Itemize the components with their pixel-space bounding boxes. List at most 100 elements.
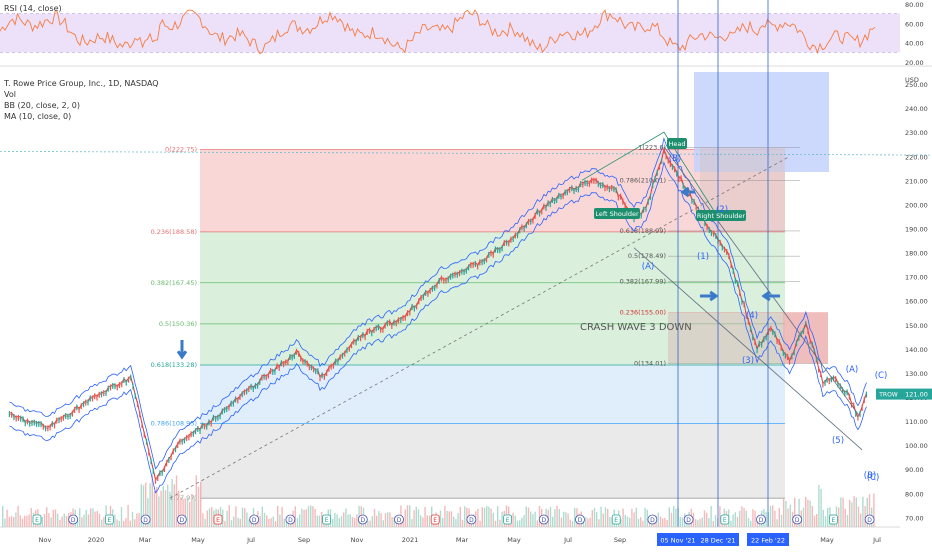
head-label: Head: [669, 140, 686, 148]
volume-bar: [514, 515, 516, 527]
fib-left-label-2: 0.382(167.45): [151, 279, 197, 287]
volume-bar: [516, 520, 519, 527]
volume-bar: [523, 515, 525, 527]
fib-right-label-2: 0.618(188.99): [620, 227, 666, 235]
volume-bar: [338, 518, 340, 527]
volume-bar: [798, 498, 800, 527]
left-arrow: [761, 290, 780, 302]
volume-bar: [367, 520, 369, 527]
volume-bar: [140, 484, 142, 527]
volume-bar: [371, 516, 373, 527]
earnings-marker-14: D: [538, 514, 549, 525]
volume-bar: [4, 518, 6, 527]
volume-bar: [675, 508, 677, 527]
earnings-box: [720, 514, 730, 525]
highlighted-date-box-2: [747, 533, 789, 546]
volume-bar: [446, 510, 448, 527]
volume-bar: [197, 486, 200, 527]
down-arrow: [176, 340, 188, 360]
volume-bar: [774, 510, 776, 527]
volume-bar: [464, 506, 466, 527]
earnings-marker-4: D: [176, 514, 187, 525]
volume-bar: [340, 516, 343, 527]
volume-bar: [486, 506, 488, 527]
volume-bar: [664, 517, 666, 527]
fib-right-label-1: 0.786(210.01): [620, 176, 666, 184]
volume-bar: [824, 516, 827, 527]
volume-bar: [94, 511, 96, 527]
bb-indicator-label[interactable]: BB (20, close, 2, 0): [4, 101, 80, 110]
volume-bar: [708, 518, 710, 527]
volume-bar: [336, 514, 338, 527]
volume-bar: [224, 520, 226, 527]
volume-bar: [668, 507, 670, 527]
volume-bar: [8, 517, 10, 527]
volume-bar: [237, 517, 239, 527]
volume-bar: [136, 513, 138, 527]
earnings-marker-6: D: [249, 514, 260, 525]
volume-bar: [167, 484, 169, 527]
price-tick-7: 180.00: [905, 250, 928, 258]
volume-bar: [270, 518, 272, 527]
volume-bar: [156, 487, 158, 527]
earnings-marker-5: E: [213, 514, 223, 525]
volume-bar: [316, 515, 318, 527]
volume-bar: [147, 498, 149, 527]
earnings-marker-13: E: [503, 514, 513, 525]
volume-bar: [268, 519, 270, 527]
dividend-circle: [466, 514, 477, 525]
volume-bar: [164, 490, 167, 527]
earnings-marker-text: E: [723, 517, 727, 524]
volume-bar: [222, 509, 224, 527]
volume-bar: [838, 507, 840, 527]
volume-bar: [118, 520, 120, 527]
volume-bar: [178, 490, 180, 527]
earnings-marker-12: D: [466, 514, 477, 525]
price-tick-5: 200.00: [905, 201, 928, 209]
volume-bar: [131, 511, 134, 527]
volume-bar: [281, 507, 283, 527]
volume-bar: [571, 520, 574, 527]
volume-bar: [120, 507, 123, 527]
earnings-marker-15: D: [575, 514, 585, 525]
volume-bar: [732, 514, 734, 527]
volume-bar: [272, 516, 274, 527]
volume-bar: [569, 519, 571, 527]
volume-bar: [609, 517, 611, 527]
volume-bar: [248, 519, 250, 527]
earnings-box: [503, 514, 513, 525]
rsi-label[interactable]: RSI (14, close): [4, 4, 62, 13]
volume-bar: [512, 512, 514, 527]
volume-bar: [743, 508, 745, 527]
volume-bar: [202, 513, 204, 527]
volume-bar: [666, 520, 668, 527]
earnings-marker-1: D: [68, 514, 79, 525]
vol-indicator-label[interactable]: Vol: [4, 90, 16, 99]
volume-bar: [321, 511, 323, 527]
volume-bar: [204, 519, 206, 527]
volume-bar: [635, 507, 637, 527]
top-horizontal-line: [0, 151, 932, 156]
volume-bar: [151, 474, 153, 527]
volume-bar: [802, 507, 805, 527]
earnings-marker-text: D: [71, 517, 76, 524]
right-arrow: [700, 290, 719, 302]
volume-bar: [741, 506, 743, 527]
volume-bar: [483, 507, 486, 527]
dividend-circle: [756, 514, 766, 525]
volume-bar: [532, 514, 534, 527]
volume-bar: [530, 511, 532, 527]
dividend-circle: [394, 514, 404, 525]
ma-indicator-label[interactable]: MA (10, close, 0): [4, 112, 72, 121]
dividend-circle: [249, 514, 260, 525]
left-shoulder-label: Left Shoulder: [595, 210, 639, 218]
wave-label-6: (B): [864, 471, 876, 481]
volume-bar: [527, 507, 530, 527]
volume-bar: [182, 499, 184, 527]
volume-bar: [373, 508, 376, 527]
volume-bar: [747, 518, 750, 527]
volume-bar: [459, 506, 461, 527]
volume-bar: [538, 506, 541, 527]
ma-line: [9, 147, 867, 481]
bb-upper: [9, 137, 867, 470]
